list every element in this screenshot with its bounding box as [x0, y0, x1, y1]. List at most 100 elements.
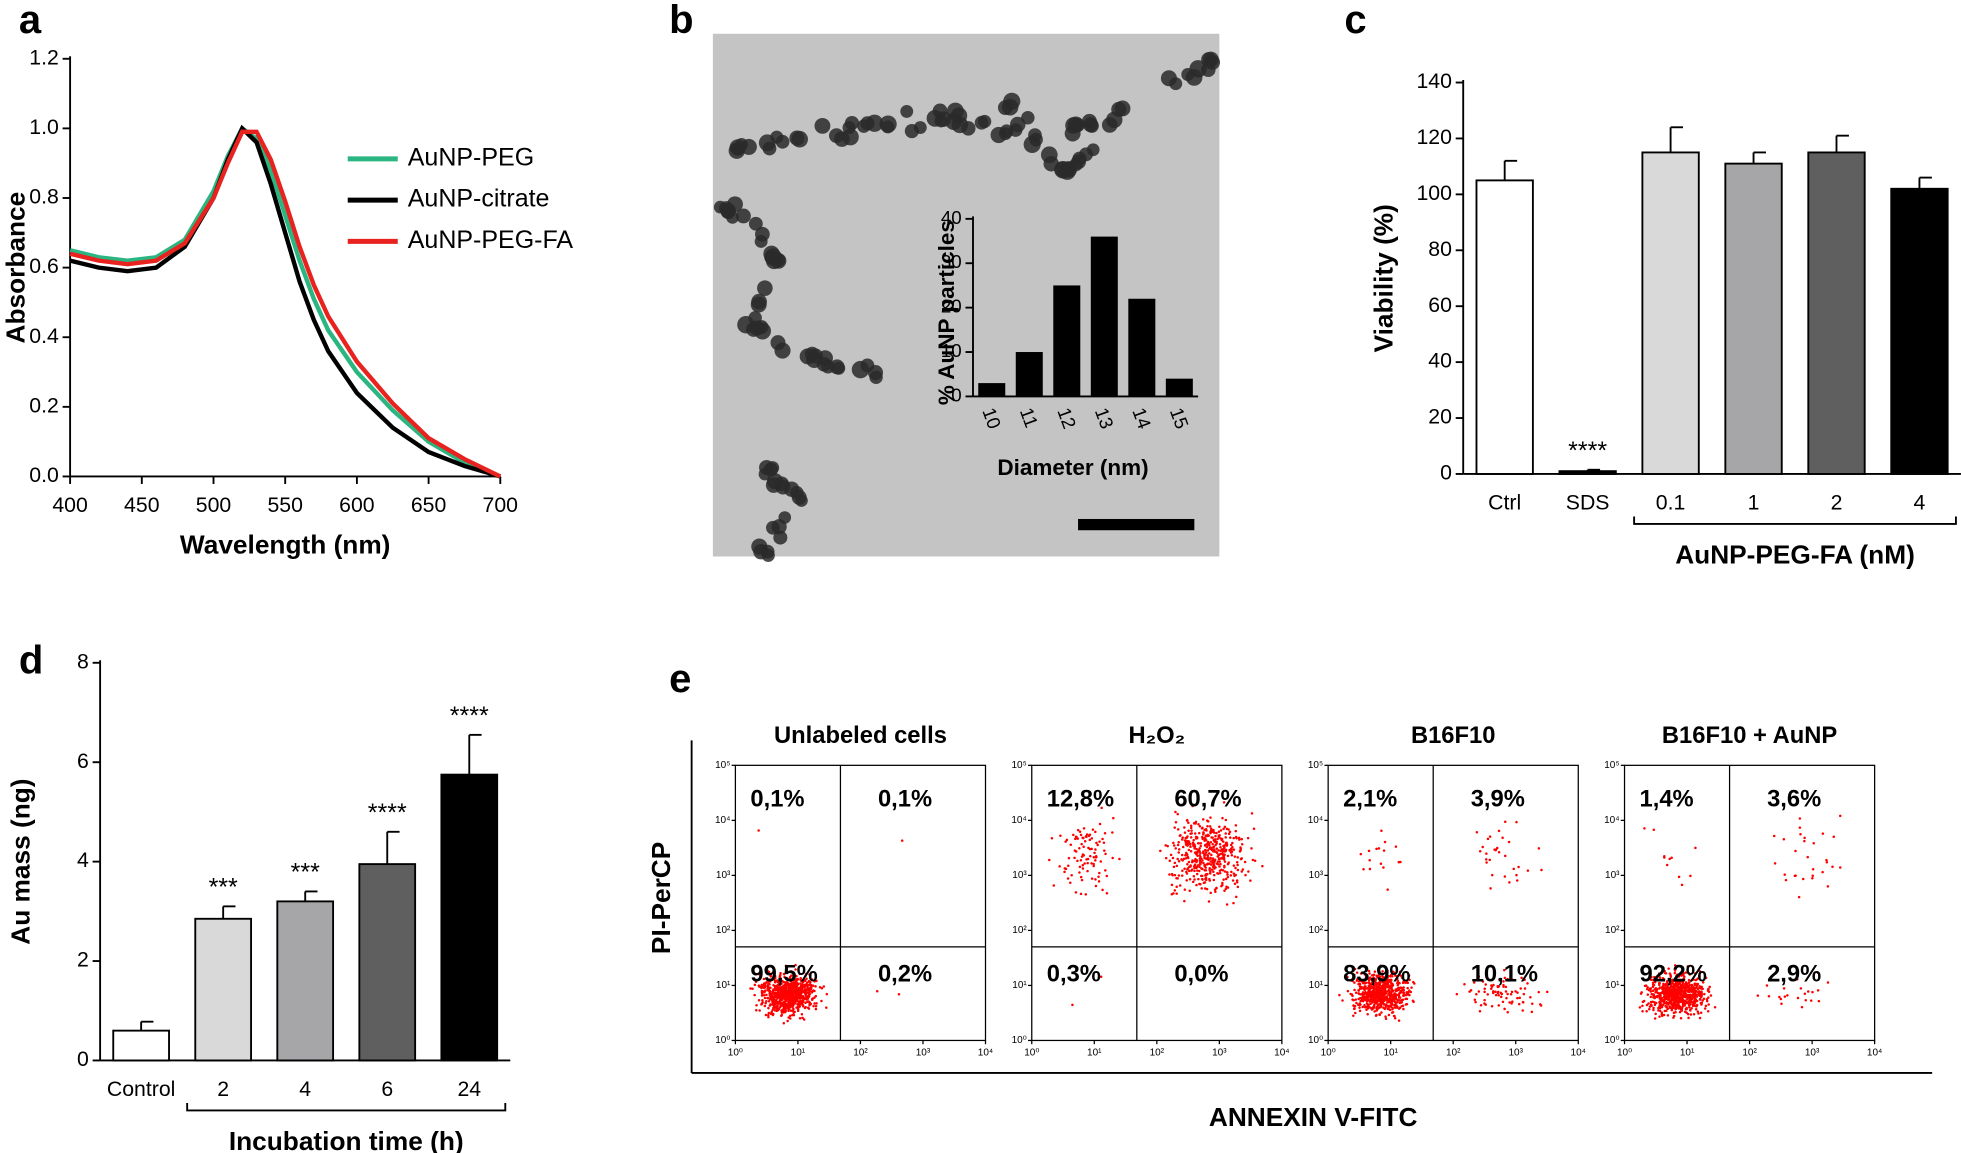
event-dot [1365, 977, 1369, 981]
quadrant-label: 2,1% [1343, 786, 1397, 813]
event-dot [1180, 853, 1184, 857]
event-dot [1088, 847, 1092, 851]
event-dot [794, 963, 797, 967]
particle [951, 116, 969, 134]
bar [112, 1029, 170, 1062]
y-tick-label: 0.8 [29, 185, 59, 209]
event-dot [1212, 828, 1215, 832]
x-tick-label: 10⁴ [1274, 1048, 1289, 1059]
event-dot [1497, 1004, 1500, 1007]
event-dot [1366, 1012, 1369, 1016]
event-dot [1250, 812, 1254, 815]
event-dot [1226, 862, 1230, 866]
event-dot [1185, 852, 1189, 856]
event-dot [1662, 982, 1665, 986]
event-dot [1488, 858, 1491, 862]
event-dot [1821, 832, 1825, 835]
event-dot [1375, 986, 1378, 990]
event-dot [1540, 868, 1543, 872]
event-dot [1783, 873, 1786, 876]
event-dot [1692, 992, 1695, 996]
event-dot [1811, 990, 1814, 994]
event-dot [1478, 1009, 1482, 1013]
event-dot [1653, 1017, 1657, 1020]
event-dot [1218, 833, 1221, 837]
y-tick-label: 10³ [1012, 870, 1027, 881]
event-dot [1396, 979, 1400, 983]
event-dot [1688, 1006, 1691, 1009]
event-dot [1658, 992, 1662, 995]
event-dot [1474, 1000, 1477, 1004]
event-dot [1235, 881, 1239, 884]
event-dot [806, 995, 810, 999]
event-dot [772, 978, 775, 981]
event-dot [1172, 844, 1176, 847]
event-dot [1673, 964, 1677, 967]
event-dot [1455, 992, 1459, 996]
event-dot [797, 1000, 801, 1003]
bar [1890, 187, 1949, 475]
event-dot [1668, 972, 1672, 975]
event-dot [760, 992, 764, 995]
event-dot [1382, 866, 1385, 869]
event-dot [1175, 892, 1178, 895]
event-dot [1212, 863, 1215, 867]
event-dot [1668, 987, 1672, 991]
panel-letter: d [19, 638, 43, 682]
event-dot [1502, 968, 1506, 972]
event-dot [814, 1007, 818, 1011]
particle [751, 538, 768, 555]
event-dot [1681, 982, 1685, 985]
event-dot [1383, 976, 1386, 979]
event-dot [1397, 994, 1401, 997]
event-dot [1694, 982, 1698, 986]
event-dot [1681, 1004, 1685, 1008]
event-dot [1505, 996, 1508, 1000]
event-dot [1198, 882, 1201, 886]
event-dot [758, 985, 761, 988]
particle [808, 348, 824, 364]
event-dot [1660, 987, 1664, 990]
event-dot [1063, 867, 1067, 870]
event-dot [789, 978, 792, 982]
event-dot [1338, 993, 1341, 997]
event-dot [1383, 979, 1386, 983]
y-tick-label: 10² [1605, 925, 1620, 936]
event-dot [786, 970, 789, 973]
event-dot [1223, 860, 1227, 863]
event-dot [1364, 991, 1367, 994]
event-dot [1389, 994, 1392, 998]
event-dot [1660, 1011, 1664, 1014]
event-dot [1195, 847, 1198, 851]
event-dot [1173, 861, 1177, 865]
event-dot [786, 978, 790, 982]
event-dot [1789, 977, 1792, 981]
event-dot [1709, 994, 1713, 997]
y-axis-label: Au mass (ng) [6, 778, 36, 944]
event-dot [790, 1004, 793, 1008]
event-dot [1516, 996, 1519, 1000]
event-dot [1502, 983, 1505, 987]
event-dot [1159, 849, 1162, 853]
event-dot [1199, 874, 1203, 878]
significance: *** [209, 873, 238, 901]
event-dot [1671, 986, 1674, 990]
event-dot [1800, 1005, 1804, 1009]
y-tick-label: 10³ [716, 870, 731, 881]
event-dot [1798, 826, 1802, 829]
event-dot [1663, 994, 1666, 998]
event-dot [1379, 990, 1383, 993]
x-tick-label: 10² [1446, 1048, 1461, 1059]
event-dot [1214, 890, 1217, 894]
event-dot [1361, 1005, 1364, 1009]
event-dot [1689, 1000, 1692, 1004]
event-dot [799, 989, 803, 992]
event-dot [757, 829, 760, 832]
event-dot [1176, 812, 1179, 816]
event-dot [1508, 1001, 1511, 1004]
event-dot [1481, 980, 1485, 983]
event-dot [789, 988, 792, 991]
event-dot [1649, 1003, 1653, 1006]
y-tick-label: 60 [1428, 293, 1452, 317]
event-dot [1352, 999, 1355, 1002]
